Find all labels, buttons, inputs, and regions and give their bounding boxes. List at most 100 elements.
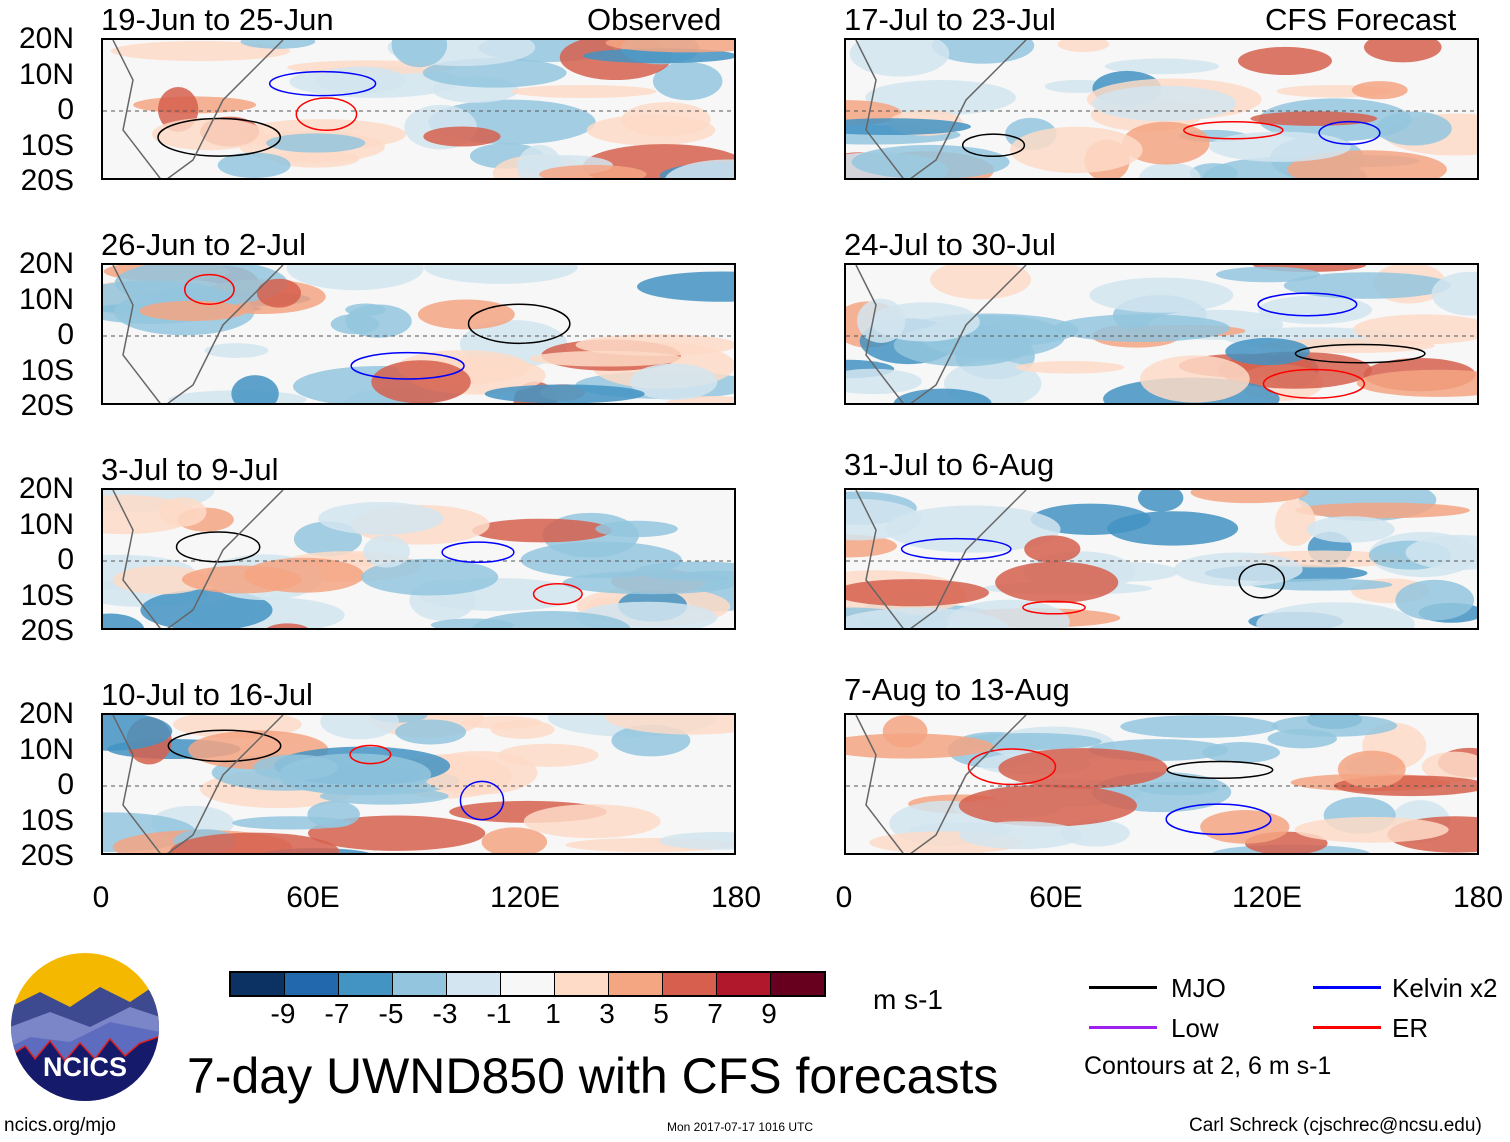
wind-anomaly-shading xyxy=(1139,162,1201,178)
wind-anomaly-shading xyxy=(846,579,989,607)
colorbar-swatch xyxy=(717,973,771,995)
wind-anomaly-shading xyxy=(1137,490,1184,512)
wind-anomaly-shading xyxy=(1015,361,1125,374)
colorbar-tick-label: 5 xyxy=(653,998,669,1029)
wind-anomaly-shading xyxy=(1271,715,1398,737)
panel-title: 19-Jun to 25-Jun xyxy=(101,2,334,37)
wind-anomaly-shading xyxy=(1337,750,1406,789)
y-tick-label: 20N xyxy=(18,22,74,55)
y-tick-label: 10S xyxy=(20,803,74,837)
wind-anomaly-shading xyxy=(665,159,734,178)
map-panel xyxy=(844,38,1479,180)
panel-title: 10-Jul to 16-Jul xyxy=(101,677,313,712)
coastline xyxy=(855,715,1027,853)
colorbar-tick-label: 1 xyxy=(545,998,561,1029)
wind-anomaly-shading xyxy=(1421,751,1477,782)
wind-anomaly-shading xyxy=(1356,369,1477,397)
y-tick-label: 10S xyxy=(20,578,74,612)
colorbar-tick-label: -1 xyxy=(486,998,512,1029)
x-tick-label: 120E xyxy=(1231,881,1303,914)
wind-anomaly-shading xyxy=(1353,314,1477,345)
wave-contour xyxy=(175,531,261,563)
colorbar xyxy=(229,971,826,997)
y-tick-label: 10N xyxy=(18,282,74,316)
wind-anomaly-shading xyxy=(1283,272,1451,299)
wind-anomaly-shading xyxy=(318,501,444,535)
y-tick-label: 10S xyxy=(20,353,74,387)
coastline xyxy=(855,490,1027,628)
footer-url[interactable]: ncics.org/mjo xyxy=(4,1115,116,1136)
colorbar-swatch xyxy=(501,973,555,995)
wind-anomaly-shading xyxy=(481,827,548,853)
wave-contour xyxy=(157,117,282,157)
wind-anomaly-shading xyxy=(1294,502,1470,519)
cfs-forecast-label: CFS Forecast xyxy=(1265,2,1457,37)
map-panel xyxy=(101,488,736,630)
observed-label: Observed xyxy=(587,2,722,37)
wave-contour xyxy=(1238,563,1286,599)
wind-anomaly-shading xyxy=(417,299,515,330)
wind-anomaly-shading xyxy=(1250,578,1393,591)
wind-anomaly-shading xyxy=(1376,111,1452,146)
wind-anomaly-shading xyxy=(621,102,711,137)
wind-anomaly-shading xyxy=(1256,602,1415,628)
wind-anomaly-shading xyxy=(1215,266,1321,283)
wind-anomaly-shading xyxy=(1306,516,1395,543)
wave-contour xyxy=(441,541,515,564)
wind-anomaly-shading xyxy=(930,265,1032,300)
wind-anomaly-shading xyxy=(846,733,994,759)
colorbar-tick-label: -3 xyxy=(432,998,458,1029)
wind-anomaly-shading xyxy=(959,821,1083,850)
wind-anomaly-shading xyxy=(511,85,657,98)
wind-anomaly-shading xyxy=(472,611,631,628)
wind-anomaly-shading xyxy=(1138,781,1219,796)
wind-anomaly-shading xyxy=(605,40,734,53)
x-tick-label: 180 xyxy=(1452,881,1504,914)
map-panel xyxy=(844,263,1479,405)
wind-anomaly-shading xyxy=(266,623,309,628)
y-tick-label: 0 xyxy=(57,93,74,126)
y-tick-label: 20S xyxy=(20,164,74,197)
wave-contour xyxy=(532,583,583,606)
colorbar-tick-label: 3 xyxy=(599,998,615,1029)
x-tick-label: 0 xyxy=(92,881,110,914)
wind-anomaly-shading xyxy=(529,350,683,367)
wave-contour xyxy=(295,97,358,132)
wind-anomaly-shading xyxy=(279,753,432,796)
colorbar-swatch xyxy=(609,973,663,995)
wind-anomaly-shading xyxy=(1364,40,1442,63)
wind-anomaly-shading xyxy=(1250,111,1378,126)
wind-anomaly-shading xyxy=(490,720,555,739)
wave-contour xyxy=(1318,120,1381,145)
wave-contour xyxy=(1183,121,1284,140)
wind-anomaly-shading xyxy=(139,300,247,321)
wind-anomaly-shading xyxy=(605,715,734,735)
y-tick-label: 10N xyxy=(18,732,74,766)
wind-anomaly-shading xyxy=(256,278,302,308)
wind-anomaly-shading xyxy=(846,607,1009,628)
wind-anomaly-shading xyxy=(636,271,734,302)
coastline xyxy=(112,715,284,853)
colorbar-swatch xyxy=(771,973,824,995)
wind-anomaly-shading xyxy=(1140,355,1250,403)
legend-low-label: Low xyxy=(1171,1013,1219,1043)
panel-title: 3-Jul to 9-Jul xyxy=(101,452,279,487)
coastline xyxy=(112,490,284,628)
colorbar-swatch xyxy=(663,973,717,995)
colorbar-swatch xyxy=(339,973,393,995)
wind-anomaly-shading xyxy=(140,589,273,628)
footer-author: Carl Schreck (cjschrec@ncsu.edu) xyxy=(1189,1115,1482,1136)
wave-contour xyxy=(900,537,1012,561)
y-tick-label: 20S xyxy=(20,389,74,422)
legend-kelvin-label: Kelvin x2 xyxy=(1392,973,1498,1003)
wind-anomaly-shading xyxy=(1104,58,1220,75)
wind-anomaly-shading xyxy=(1092,85,1237,122)
wind-anomaly-shading xyxy=(112,565,210,595)
coastline xyxy=(112,265,284,403)
map-panel xyxy=(101,38,736,180)
map-panel xyxy=(844,488,1479,630)
colorbar-tick-label: 7 xyxy=(707,998,723,1029)
wave-contour xyxy=(167,729,282,763)
wind-anomaly-shading xyxy=(307,800,360,828)
wind-anomaly-shading xyxy=(231,375,279,403)
